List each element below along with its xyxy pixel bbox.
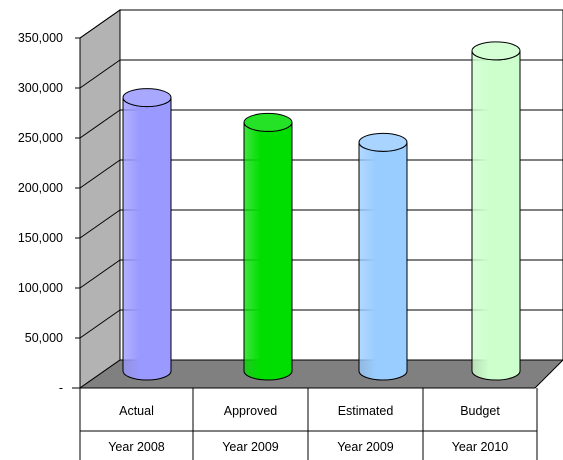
bar-top	[472, 42, 520, 60]
y-tick-label: 100,000	[18, 281, 63, 295]
bar	[244, 113, 292, 380]
x-category-label-line2: Year 2008	[108, 440, 165, 454]
bar-body	[359, 142, 407, 380]
x-category-label-line1: Estimated	[338, 404, 394, 418]
y-tick-label: 350,000	[18, 31, 63, 45]
y-tick-label: 200,000	[18, 181, 63, 195]
x-axis: Actual Year 2008 Approved Year 2009 Estimate…	[72, 388, 537, 460]
bar-body	[123, 98, 171, 380]
x-category-label-line2: Year 2010	[452, 440, 509, 454]
bar-top	[244, 113, 292, 131]
x-category-label-line2: Year 2009	[222, 440, 279, 454]
bar-body	[244, 122, 292, 380]
y-tick-label: 250,000	[18, 131, 63, 145]
bar	[123, 89, 171, 380]
x-category-label-line1: Approved	[224, 404, 278, 418]
x-category-label-line1: Budget	[460, 404, 500, 418]
bar	[472, 42, 520, 380]
y-tick-label: 300,000	[18, 81, 63, 95]
bar	[359, 133, 407, 380]
x-category-label-line1: Actual	[119, 404, 154, 418]
bar-body	[472, 51, 520, 380]
bar-top	[359, 133, 407, 151]
y-tick-label: -	[59, 381, 63, 395]
x-category-label-line2: Year 2009	[337, 440, 394, 454]
y-axis: - 50,000 100,000 150,000 200,000 250,000 300,0…	[18, 31, 80, 395]
y-tick-label: 150,000	[18, 231, 63, 245]
chart-side-wall	[80, 10, 120, 388]
y-tick-label: 50,000	[25, 331, 63, 345]
bar-top	[123, 89, 171, 107]
